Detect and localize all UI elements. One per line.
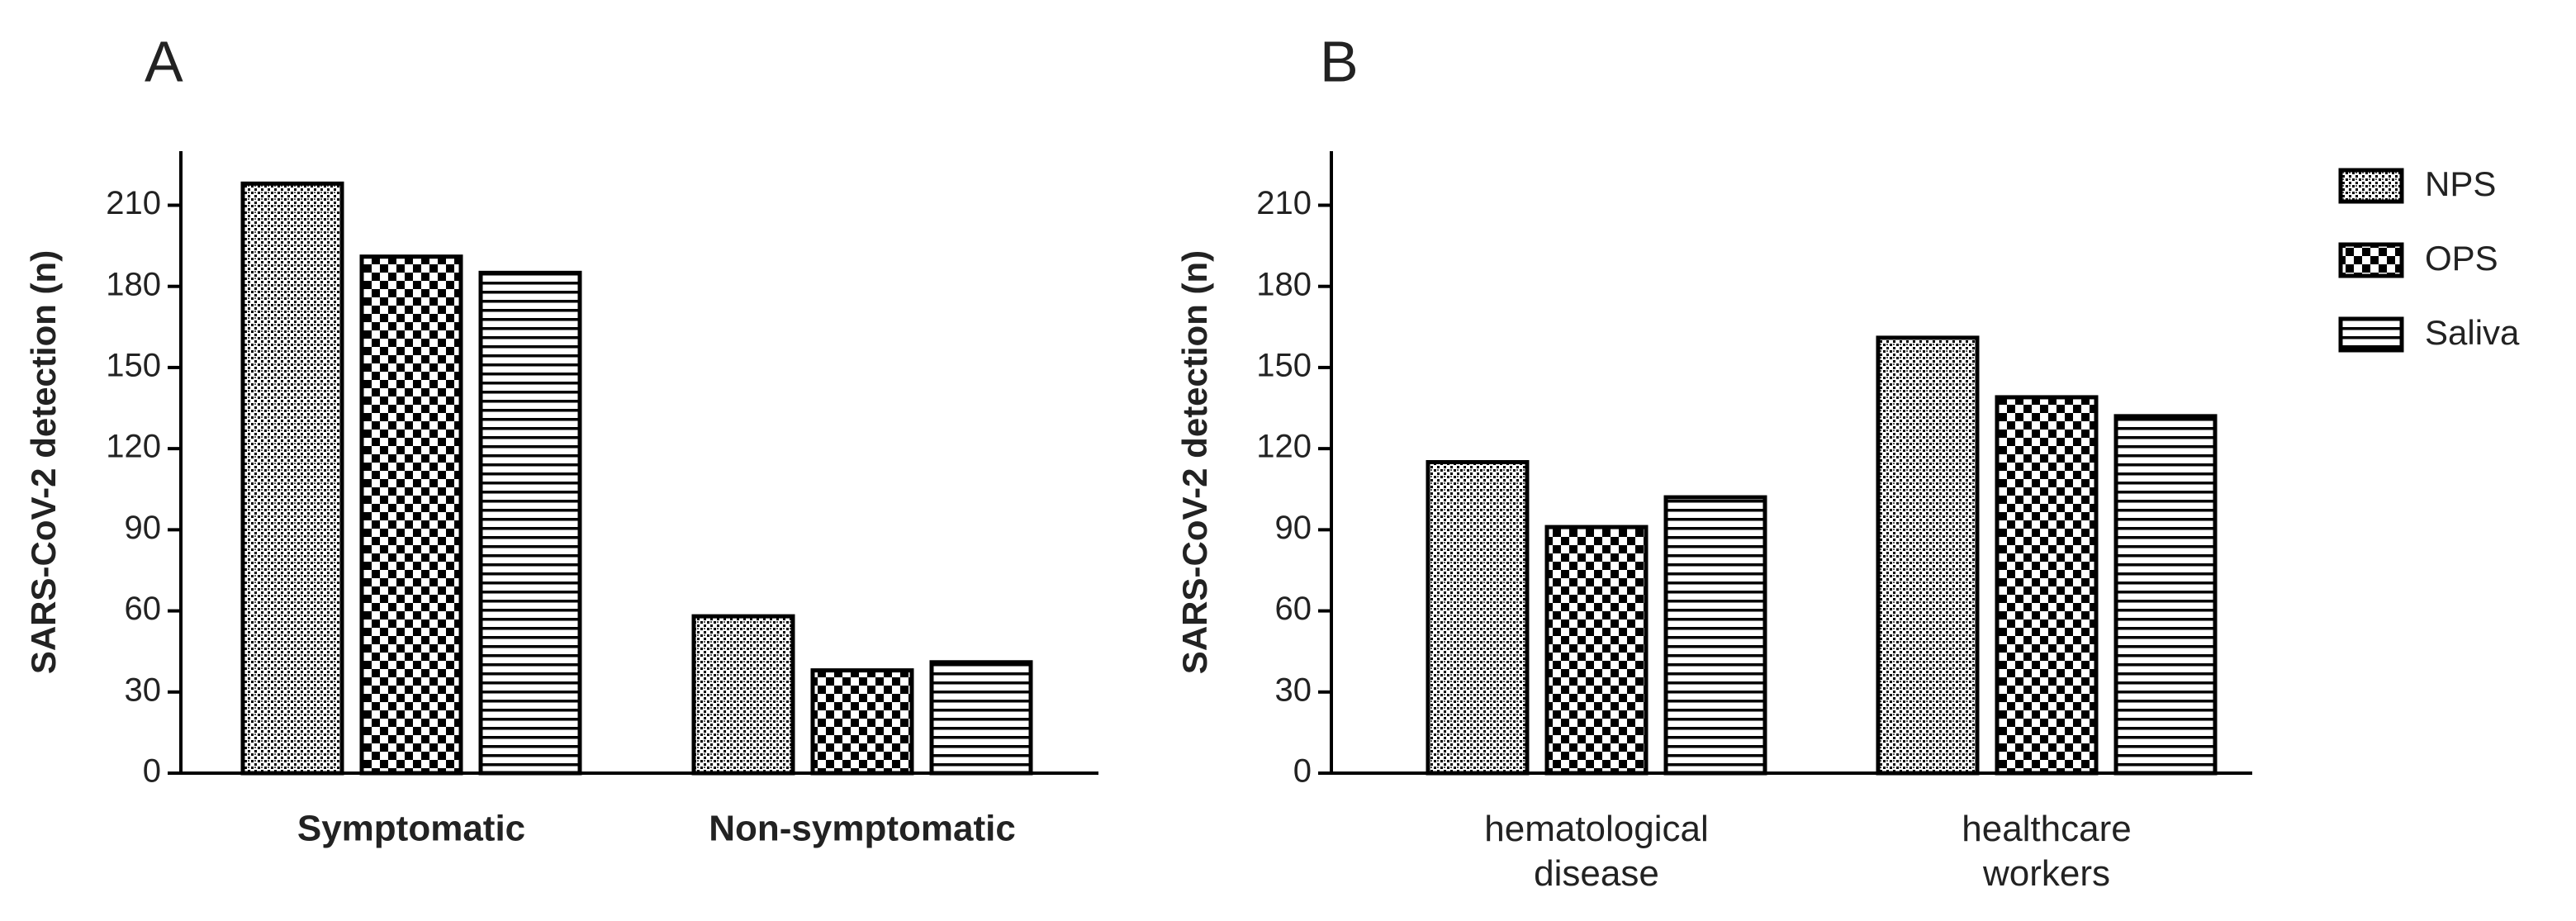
x-tick-label: healthcare workers — [1962, 809, 2131, 894]
bar — [1876, 335, 1980, 776]
bar — [1663, 495, 1767, 776]
legend-swatch — [2338, 242, 2404, 278]
y-tick-label: 0 — [1293, 753, 1312, 790]
y-axis-label: SARS-CoV-2 detection (n) — [24, 250, 63, 674]
panel-label: A — [145, 29, 183, 93]
legend-swatch — [2338, 168, 2404, 204]
bar — [240, 181, 344, 776]
y-tick-label: 90 — [125, 510, 162, 546]
legend-label: Saliva — [2425, 313, 2520, 352]
y-tick-label: 210 — [106, 185, 161, 221]
bar — [929, 660, 1033, 776]
y-tick-label: 180 — [1256, 266, 1312, 302]
x-tick-label: Symptomatic — [297, 809, 525, 849]
y-tick-label: 120 — [106, 429, 161, 465]
y-tick-label: 120 — [1256, 429, 1312, 465]
bar — [1544, 525, 1649, 776]
y-axis-label: SARS-CoV-2 detection (n) — [1175, 250, 1214, 674]
x-tick-label: Non-symptomatic — [709, 809, 1016, 849]
y-tick-label: 60 — [1275, 591, 1312, 627]
y-tick-label: 210 — [1256, 185, 1312, 221]
bar — [2113, 414, 2218, 776]
bar — [478, 270, 582, 776]
x-tick-label: hematological disease — [1484, 809, 1709, 894]
panel-label: B — [1320, 29, 1359, 93]
y-tick-label: 30 — [125, 672, 162, 708]
y-tick-label: 30 — [1275, 672, 1312, 708]
bar — [691, 614, 795, 776]
bar — [359, 254, 463, 776]
legend-label: NPS — [2425, 164, 2496, 203]
bar — [810, 668, 914, 776]
legend-swatch — [2338, 316, 2404, 353]
bar — [1995, 395, 2099, 776]
y-tick-label: 180 — [106, 266, 161, 302]
bar — [1426, 460, 1530, 776]
y-tick-label: 90 — [1275, 510, 1312, 546]
legend-label: OPS — [2425, 239, 2498, 278]
y-tick-label: 150 — [106, 347, 161, 383]
y-tick-label: 0 — [143, 753, 161, 790]
y-tick-label: 150 — [1256, 347, 1312, 383]
y-tick-label: 60 — [125, 591, 162, 627]
